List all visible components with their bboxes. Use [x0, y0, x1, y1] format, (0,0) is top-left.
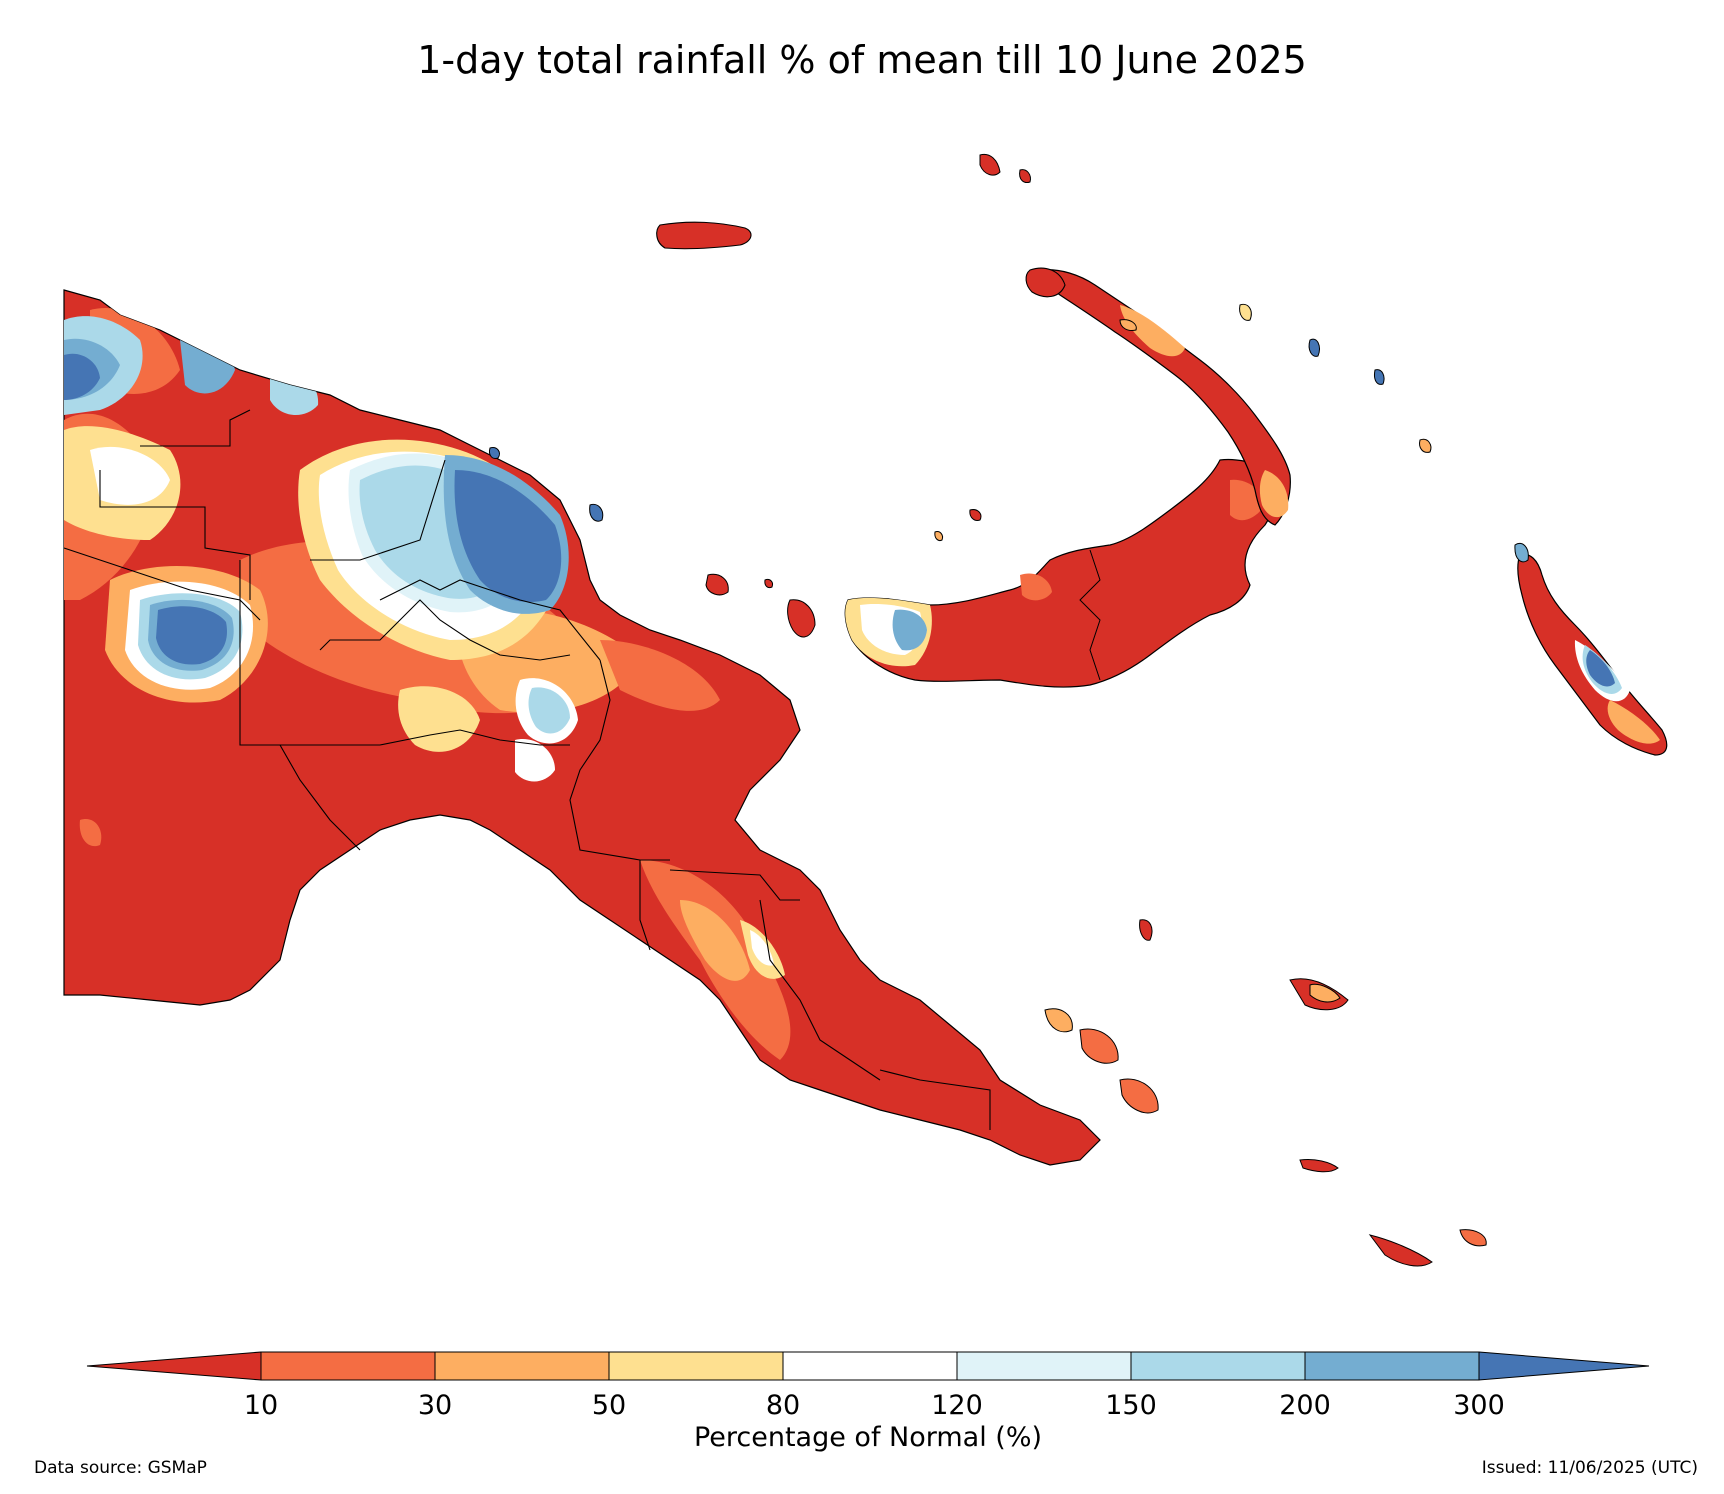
map-title: 1-day total rainfall % of mean till 10 J…	[417, 38, 1307, 82]
patch-darkblue-ncentral	[454, 470, 562, 602]
cb-30-50	[434, 1351, 610, 1381]
buka-island	[1514, 542, 1529, 563]
patch-white-central-2	[515, 739, 555, 782]
cb-tick-50: 50	[592, 1390, 626, 1421]
new-britain-west-blue	[892, 609, 927, 651]
patch-orange-east-coast	[600, 640, 720, 711]
patch-white-south	[750, 930, 774, 966]
cb-50-80	[608, 1351, 784, 1381]
cb-120-150	[956, 1351, 1132, 1381]
cb-tick-120: 120	[931, 1390, 983, 1421]
new-britain-orange-2	[1020, 573, 1052, 601]
new-britain-boundary	[1079, 549, 1101, 681]
mainland-png	[63, 289, 1101, 1166]
patch-darkblue-wc	[156, 606, 227, 665]
cb-tick-150: 150	[1105, 1390, 1157, 1421]
cb-over	[1478, 1351, 1650, 1381]
patch-orange-southwest-dot	[79, 819, 102, 847]
manus-island	[656, 221, 752, 250]
patch-lblue-highlands	[528, 687, 570, 734]
cb-tick-300: 300	[1453, 1390, 1505, 1421]
new-ireland-yellow	[1120, 305, 1185, 357]
mainland-outline	[63, 289, 1101, 1166]
cb-80-120	[782, 1351, 958, 1381]
new-hanover	[1025, 267, 1066, 298]
new-britain	[844, 458, 1277, 688]
cb-under	[86, 1351, 262, 1381]
data-source: Data source: GSMaP	[34, 1458, 207, 1478]
province-boundaries	[63, 409, 991, 1130]
small-islands	[489, 153, 1487, 1267]
patch-darkblue-nw	[64, 353, 100, 400]
patch-white-nw	[90, 446, 170, 505]
new-ireland	[1025, 267, 1291, 526]
cb-10-30	[260, 1351, 436, 1381]
colorbar-title: Percentage of Normal (%)	[694, 1422, 1042, 1453]
cb-tick-30: 30	[418, 1390, 452, 1421]
cb-150-200	[1130, 1351, 1306, 1381]
patch-yellow-south	[680, 900, 750, 981]
cb-tick-80: 80	[766, 1390, 800, 1421]
cb-tick-10: 10	[244, 1390, 278, 1421]
cb-tick-200: 200	[1279, 1390, 1331, 1421]
new-ireland-south-yellow	[1259, 470, 1289, 518]
bougainville-south-yellow	[1607, 700, 1660, 744]
bougainville-blue	[1586, 650, 1615, 687]
issued-date: Issued: 11/06/2025 (UTC)	[1481, 1458, 1698, 1478]
patch-blue-north-2	[270, 369, 319, 416]
patch-yellow-central-2	[398, 686, 480, 752]
bougainville	[1514, 542, 1668, 756]
colorbar: 10 30 50 80 120 150 200 300 Percentage o…	[86, 1351, 1650, 1453]
cb-200-300	[1304, 1351, 1480, 1381]
